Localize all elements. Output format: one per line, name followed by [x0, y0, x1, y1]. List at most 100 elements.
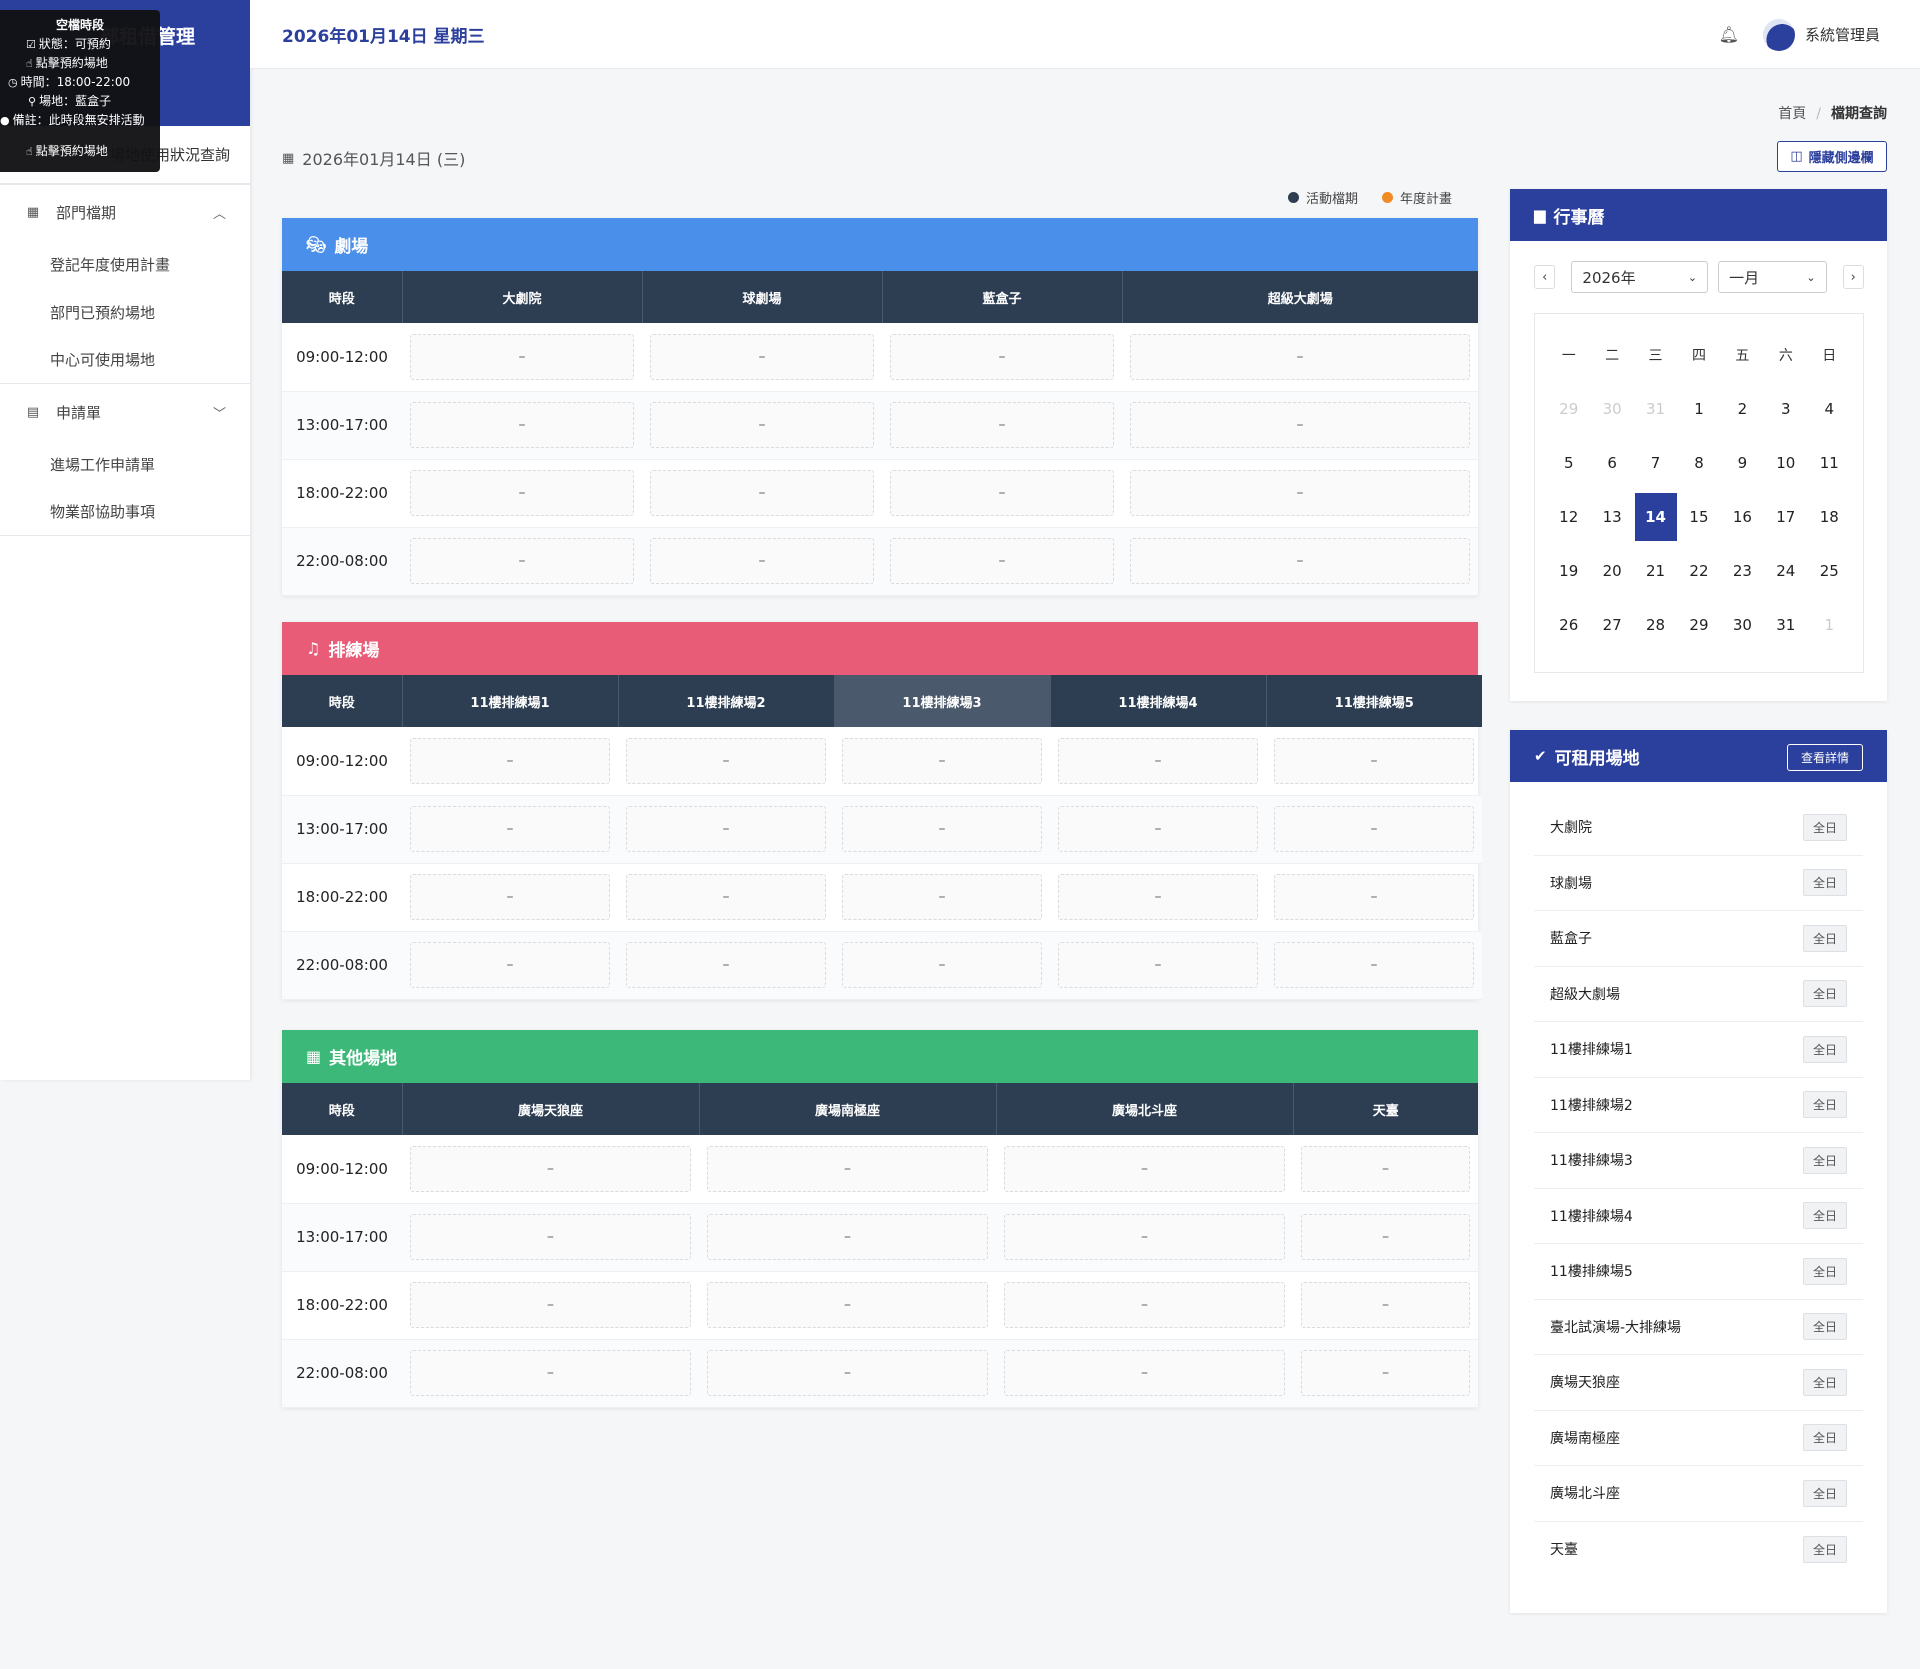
list-item[interactable]: 廣場南極座 全日	[1534, 1411, 1863, 1466]
empty-slot[interactable]: –	[707, 1214, 988, 1260]
empty-slot[interactable]: –	[410, 1145, 691, 1192]
list-item[interactable]: 11樓排練場4 全日	[1534, 1189, 1863, 1244]
calendar-day[interactable]: 31	[1634, 400, 1677, 418]
calendar-day[interactable]: 12	[1547, 508, 1590, 526]
calendar-day[interactable]: 17	[1764, 508, 1807, 526]
empty-slot[interactable]: –	[1301, 1282, 1470, 1328]
calendar-day[interactable]: 13	[1590, 508, 1633, 526]
calendar-day[interactable]: 19	[1547, 562, 1590, 580]
empty-slot[interactable]: –	[1004, 1145, 1285, 1192]
empty-slot[interactable]: –	[650, 470, 874, 516]
empty-slot[interactable]: –	[1004, 1282, 1285, 1328]
empty-slot[interactable]: –	[1004, 1350, 1285, 1396]
empty-slot[interactable]: –	[626, 874, 826, 920]
calendar-day[interactable]: 30	[1721, 616, 1764, 634]
year-select[interactable]: 2026年 ⌄	[1571, 261, 1709, 293]
sidebar-item-dept-reserved[interactable]: 部門已預約場地	[0, 288, 250, 336]
empty-slot[interactable]: –	[410, 874, 610, 920]
next-month-button[interactable]: ›	[1842, 265, 1864, 289]
empty-slot[interactable]: –	[842, 737, 1042, 784]
list-item[interactable]: 11樓排練場5 全日	[1534, 1244, 1863, 1300]
empty-slot[interactable]: –	[410, 470, 634, 516]
sidebar-item-center-available[interactable]: 中心可使用場地	[0, 336, 250, 384]
empty-slot[interactable]: –	[842, 942, 1042, 988]
calendar-day[interactable]: 8	[1677, 454, 1720, 472]
list-item[interactable]: 11樓排練場3 全日	[1534, 1133, 1863, 1189]
calendar-day[interactable]: 22	[1677, 562, 1720, 580]
calendar-day[interactable]: 24	[1764, 562, 1807, 580]
user-name[interactable]: 系統管理員	[1804, 26, 1880, 44]
empty-slot[interactable]: –	[890, 333, 1114, 380]
calendar-day[interactable]: 25	[1808, 562, 1851, 580]
empty-slot[interactable]: –	[842, 806, 1042, 852]
empty-slot[interactable]: –	[842, 874, 1042, 920]
view-details-button[interactable]: 查看詳情	[1787, 744, 1863, 771]
calendar-day[interactable]: 28	[1634, 616, 1677, 634]
calendar-day[interactable]: 14	[1634, 493, 1677, 541]
empty-slot[interactable]: –	[410, 737, 610, 784]
empty-slot[interactable]: –	[410, 806, 610, 852]
empty-slot[interactable]: –	[1130, 333, 1470, 380]
list-item[interactable]: 11樓排練場1 全日	[1534, 1022, 1863, 1078]
empty-slot[interactable]: –	[410, 538, 634, 584]
empty-slot[interactable]: –	[1058, 806, 1258, 852]
calendar-day[interactable]: 23	[1721, 562, 1764, 580]
calendar-day[interactable]: 31	[1764, 616, 1807, 634]
empty-slot[interactable]: –	[707, 1145, 988, 1192]
empty-slot[interactable]: –	[410, 333, 634, 380]
empty-slot[interactable]: –	[410, 402, 634, 448]
calendar-day[interactable]: 20	[1590, 562, 1633, 580]
empty-slot[interactable]: –	[650, 538, 874, 584]
calendar-day[interactable]: 1	[1677, 400, 1720, 418]
empty-slot[interactable]: –	[1301, 1214, 1470, 1260]
calendar-day[interactable]: 5	[1547, 454, 1590, 472]
empty-slot[interactable]: –	[1058, 942, 1258, 988]
breadcrumb-home[interactable]: 首頁	[1778, 106, 1807, 122]
empty-slot[interactable]: –	[890, 402, 1114, 448]
calendar-day[interactable]: 3	[1764, 400, 1807, 418]
calendar-day[interactable]: 30	[1590, 400, 1633, 418]
calendar-day[interactable]: 26	[1547, 616, 1590, 634]
empty-slot[interactable]: –	[626, 942, 826, 988]
empty-slot[interactable]: –	[707, 1282, 988, 1328]
month-select[interactable]: 一月 ⌄	[1718, 261, 1827, 293]
empty-slot[interactable]: –	[410, 1214, 691, 1260]
list-item[interactable]: 大劇院 全日	[1534, 800, 1863, 856]
empty-slot[interactable]: –	[890, 538, 1114, 584]
calendar-day[interactable]: 27	[1590, 616, 1633, 634]
list-item[interactable]: 臺北試演場-大排練場 全日	[1534, 1300, 1863, 1355]
empty-slot[interactable]: –	[410, 1350, 691, 1396]
calendar-day[interactable]: 4	[1808, 400, 1851, 418]
bell-icon[interactable]: 🔔︎	[1718, 25, 1739, 44]
empty-slot[interactable]: –	[1058, 737, 1258, 784]
calendar-day[interactable]: 9	[1721, 454, 1764, 472]
calendar-day[interactable]: 15	[1677, 508, 1720, 526]
empty-slot[interactable]: –	[1058, 874, 1258, 920]
calendar-day[interactable]: 29	[1677, 616, 1720, 634]
sidebar-group-dept-schedule[interactable]: ▦ 部門檔期 ︿	[0, 184, 250, 240]
empty-slot[interactable]: –	[1274, 942, 1474, 988]
calendar-day[interactable]: 11	[1808, 454, 1851, 472]
calendar-day[interactable]: 29	[1547, 400, 1590, 418]
avatar[interactable]	[1762, 18, 1795, 51]
empty-slot[interactable]: –	[1130, 402, 1470, 448]
empty-slot[interactable]: –	[650, 402, 874, 448]
calendar-day[interactable]: 16	[1721, 508, 1764, 526]
list-item[interactable]: 藍盒子 全日	[1534, 911, 1863, 967]
calendar-day[interactable]: 10	[1764, 454, 1807, 472]
empty-slot[interactable]: –	[1004, 1214, 1285, 1260]
empty-slot[interactable]: –	[650, 333, 874, 380]
empty-slot[interactable]: –	[410, 1282, 691, 1328]
hide-sidebar-button[interactable]: ◫ 隱藏側邊欄	[1777, 141, 1887, 172]
sidebar-group-application[interactable]: ▤ 申請單 ﹀	[0, 384, 250, 440]
list-item[interactable]: 球劇場 全日	[1534, 856, 1863, 911]
list-item[interactable]: 廣場北斗座 全日	[1534, 1466, 1863, 1522]
empty-slot[interactable]: –	[1274, 874, 1474, 920]
list-item[interactable]: 11樓排練場2 全日	[1534, 1078, 1863, 1133]
sidebar-item-entry-work[interactable]: 進場工作申請單	[0, 440, 250, 488]
empty-slot[interactable]: –	[1301, 1350, 1470, 1396]
calendar-day[interactable]: 7	[1634, 454, 1677, 472]
sidebar-item-property-assist[interactable]: 物業部協助事項	[0, 488, 250, 536]
empty-slot[interactable]: –	[626, 737, 826, 784]
empty-slot[interactable]: –	[1274, 737, 1474, 784]
